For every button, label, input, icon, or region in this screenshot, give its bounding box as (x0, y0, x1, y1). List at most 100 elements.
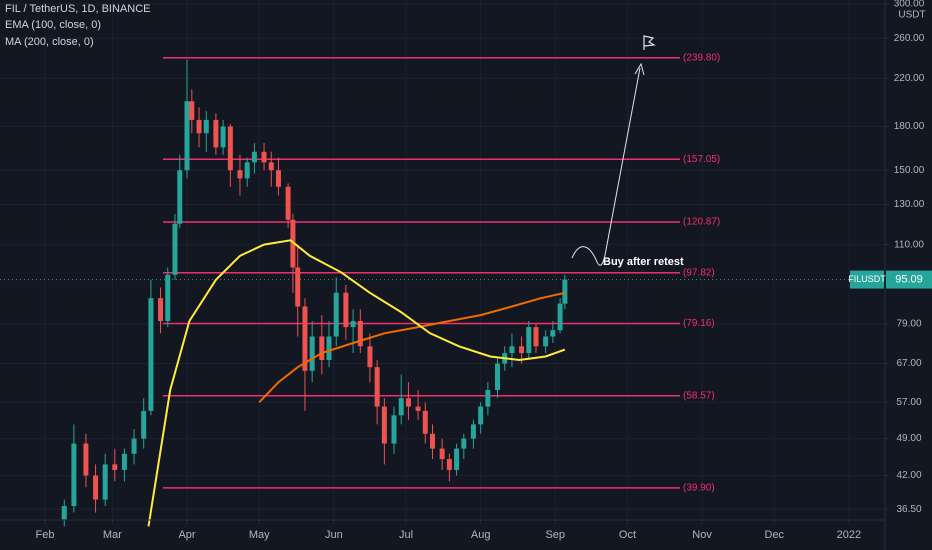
candle-body (196, 119, 202, 134)
candle-body (275, 170, 281, 187)
level-label: (79.16) (683, 318, 715, 329)
level-label: (120.87) (683, 217, 720, 228)
x-tick-label: Mar (103, 529, 122, 541)
candle-body (203, 119, 209, 134)
symbol-tag (850, 270, 884, 289)
candle-body (357, 321, 363, 347)
candle-body (83, 443, 89, 476)
candle-body (430, 433, 436, 449)
candle-body (326, 336, 332, 361)
candle-body (543, 336, 549, 347)
candle-body (461, 438, 467, 449)
candle-body (261, 151, 267, 163)
level-label: (157.05) (683, 154, 720, 165)
candle-body (478, 406, 484, 425)
candle-body (533, 327, 539, 347)
flag-icon (643, 35, 656, 50)
candle-body (177, 170, 183, 224)
x-tick-label: Feb (36, 529, 55, 541)
chart-title: FIL / TetherUS, 1D, BINANCE (5, 3, 151, 15)
plot-area (0, 0, 885, 527)
candle-body (131, 438, 137, 454)
x-tick-label: Sep (545, 529, 565, 541)
candle-body (102, 464, 108, 500)
indicator-line (147, 239, 566, 527)
candle-body (141, 410, 147, 439)
candle-body (121, 453, 127, 470)
x-tick-label: Oct (619, 529, 636, 541)
candle-body (550, 330, 556, 337)
candle-body (519, 346, 525, 354)
candle-body (391, 415, 397, 444)
price-tag (886, 270, 932, 289)
x-tick-label: Apr (178, 529, 195, 541)
y-tick-label: 130.00 (894, 199, 925, 210)
level-label: (58.57) (683, 390, 715, 401)
y-tick-label: 220.00 (894, 73, 925, 84)
candle-body (285, 186, 291, 220)
y-tick-label: 42.00 (896, 470, 921, 481)
y-tick-label: 300.00 (894, 0, 925, 10)
candle-body (557, 303, 563, 331)
candle-body (158, 298, 164, 322)
arrow (571, 67, 641, 266)
y-tick-label: 67.00 (896, 358, 921, 369)
candle-body (470, 424, 476, 439)
candle-body (446, 459, 452, 470)
candle-body (422, 410, 428, 434)
candle-body (189, 101, 195, 120)
candle-body (454, 448, 460, 470)
y-tick-label: 110.00 (894, 239, 924, 250)
candle-body (439, 448, 445, 460)
symbol-tag-label: FILUSDT (848, 274, 886, 284)
x-tick-label: Aug (471, 529, 491, 541)
candle-body (251, 151, 257, 163)
y-tick-label: 260.00 (894, 33, 925, 44)
candle-body (415, 406, 421, 411)
x-tick-label: May (249, 529, 270, 541)
candle-body (405, 398, 411, 407)
unit-label: USDT (898, 10, 925, 21)
candle-body (485, 390, 491, 407)
candle-body (319, 336, 325, 361)
candle-body (184, 101, 190, 171)
candle-body (509, 346, 515, 354)
y-tick-label: 79.00 (896, 319, 921, 330)
x-tick-label: Jul (399, 529, 413, 541)
candle-body (367, 346, 373, 368)
candle-body (268, 162, 274, 171)
indicator-line (258, 291, 566, 403)
y-tick-label: 36.50 (896, 504, 921, 515)
candle-body (227, 126, 233, 171)
candle-body (61, 505, 67, 520)
y-tick-label: 150.00 (894, 165, 925, 176)
level-label: (239.80) (683, 52, 720, 63)
candle-body (343, 292, 349, 328)
candle-body (494, 363, 500, 391)
level-label: (39.90) (683, 483, 715, 494)
candle-body (381, 406, 387, 444)
candle-body (112, 464, 118, 470)
candle-body (172, 223, 178, 275)
y-tick-label: 180.00 (894, 121, 925, 132)
candle-body (148, 298, 154, 411)
y-tick-label: 57.00 (896, 397, 921, 408)
candle-body (302, 306, 308, 371)
candle-body (562, 279, 568, 304)
annotation: Buy after retest (603, 256, 684, 268)
legend-entry: EMA (100, close, 0) (5, 19, 101, 31)
candle-body (244, 162, 250, 179)
candle-body (309, 336, 315, 371)
candle-body (93, 475, 99, 500)
x-tick-label: Nov (692, 529, 712, 541)
legend-entry: MA (200, close, 0) (5, 36, 94, 48)
candle-body (71, 443, 77, 506)
candle-body (165, 274, 171, 322)
arrow-head (634, 62, 645, 76)
price-tag-label: 95.09 (895, 273, 923, 285)
candle-body (333, 292, 339, 337)
x-tick-label: 2022 (837, 529, 861, 541)
x-tick-label: Jun (325, 529, 343, 541)
